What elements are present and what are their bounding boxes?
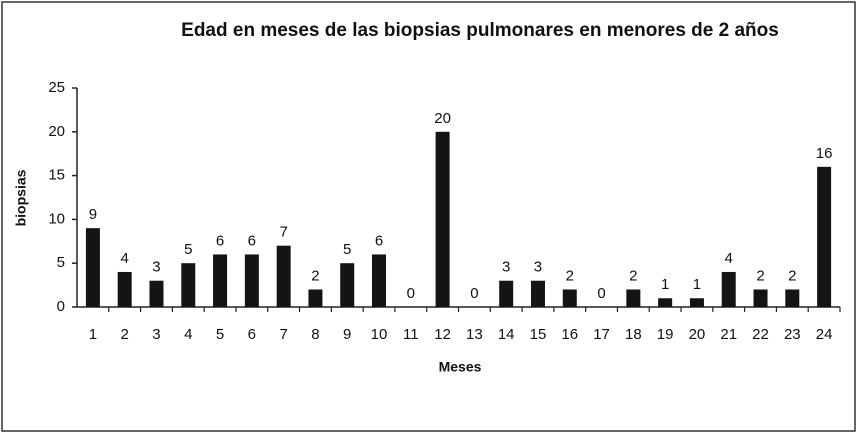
value-label: 20 [434,110,451,127]
value-label: 6 [216,232,224,249]
bar [244,254,259,307]
x-tick-label: 14 [498,326,515,343]
bar [372,254,387,307]
value-label: 0 [597,285,605,302]
bar [499,280,514,307]
bar [85,228,100,307]
x-tick-label: 17 [593,326,610,343]
y-tick-label: 25 [48,79,65,96]
bar [181,263,196,307]
y-tick-label: 20 [48,123,65,140]
value-label: 6 [375,232,383,249]
x-axis-label: Meses [439,359,482,375]
x-tick-label: 5 [216,326,224,343]
x-tick-label: 18 [625,326,642,343]
bar [626,289,641,307]
value-label: 2 [311,267,319,284]
value-label: 9 [89,206,97,223]
bar [817,166,832,307]
y-tick-label: 0 [57,298,65,315]
x-tick-label: 9 [343,326,351,343]
value-label: 5 [184,241,192,258]
x-tick-label: 12 [434,326,451,343]
bar [276,245,291,307]
bar [785,289,800,307]
bar [149,280,164,307]
x-tick-label: 2 [121,326,129,343]
bar [753,289,768,307]
value-label: 2 [629,267,637,284]
x-tick-label: 23 [784,326,801,343]
value-label: 3 [534,259,542,276]
x-tick-label: 20 [689,326,706,343]
value-label: 4 [121,250,129,267]
y-tick-label: 15 [48,167,65,184]
x-tick-label: 15 [530,326,547,343]
value-label: 3 [502,259,510,276]
bar [530,280,545,307]
x-tick-label: 21 [720,326,737,343]
value-label: 16 [816,145,833,162]
value-label: 3 [152,259,160,276]
x-tick-label: 4 [184,326,192,343]
x-tick-label: 13 [466,326,483,343]
y-tick-label: 5 [57,254,65,271]
y-axis-label: biopsias [13,169,29,226]
value-label: 4 [725,250,733,267]
bar [435,131,450,307]
value-label: 2 [756,267,764,284]
value-label: 5 [343,241,351,258]
x-tick-label: 8 [311,326,319,343]
bar [117,271,132,307]
x-tick-label: 22 [752,326,769,343]
value-label: 1 [693,276,701,293]
x-tick-label: 11 [403,326,419,343]
value-label: 2 [788,267,796,284]
value-label: 6 [248,232,256,249]
bar [658,298,673,307]
x-tick-label: 19 [657,326,674,343]
bar [721,271,736,307]
x-tick-label: 24 [816,326,833,343]
x-tick-label: 1 [89,326,97,343]
value-label: 1 [661,276,669,293]
bar [340,263,355,307]
x-tick-label: 3 [152,326,160,343]
x-tick-label: 16 [561,326,578,343]
value-label: 0 [470,285,478,302]
x-tick-label: 6 [248,326,256,343]
bar [689,298,704,307]
x-tick-label: 7 [279,326,287,343]
bar [562,289,577,307]
value-label: 7 [279,224,287,241]
value-label: 2 [566,267,574,284]
chart-title: Edad en meses de las biopsias pulmonares… [181,20,779,41]
bar [308,289,323,307]
value-label: 0 [407,285,415,302]
x-tick-label: 10 [371,326,388,343]
y-tick-label: 10 [48,210,65,227]
bar [213,254,228,307]
